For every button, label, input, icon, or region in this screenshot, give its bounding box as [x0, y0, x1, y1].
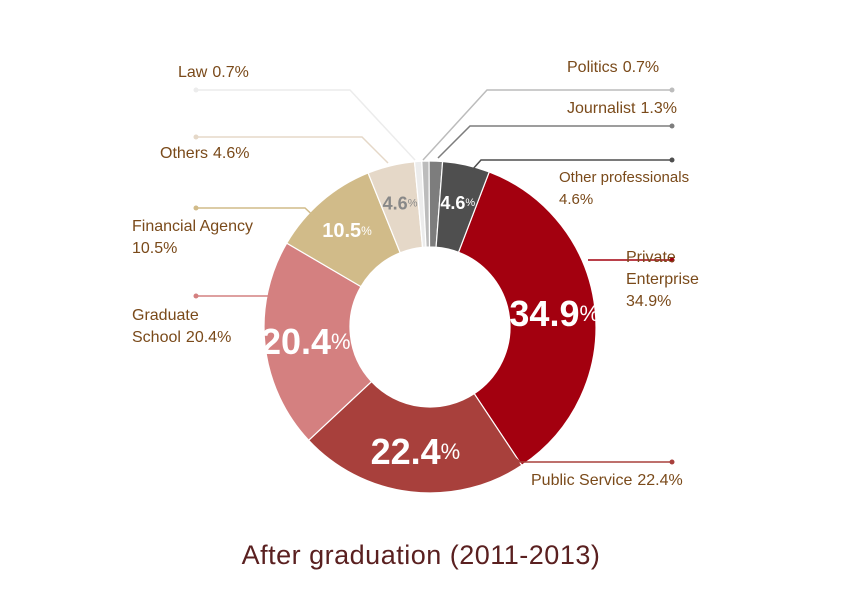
- leader-line-journalist: [437, 125, 672, 159]
- callout-value-private-enterprise: 34.9%: [626, 293, 672, 310]
- leader-line-others: [196, 136, 389, 164]
- callout-label-law: Law 0.7%: [178, 64, 249, 81]
- callout-label-other-professionals: Other professionals: [559, 169, 690, 186]
- callout-value-politics: 0.7%: [622, 59, 660, 76]
- callout-public-service: Public Service 22.4%: [531, 470, 683, 492]
- leader-line-financial-agency: [196, 207, 321, 223]
- callout-politics: Politics 0.7%: [567, 57, 659, 79]
- leader-dot-public-service: [669, 459, 675, 465]
- leader-line-other-professionals: [471, 159, 672, 171]
- callout-law: Law 0.7%: [178, 62, 249, 84]
- leader-dot-financial-agency: [193, 205, 199, 211]
- leader-dot-other-professionals: [669, 157, 675, 163]
- slice-public-service: [307, 380, 523, 494]
- leader-dot-law: [193, 87, 199, 93]
- callout-label-politics: Politics 0.7%: [567, 59, 660, 76]
- callout-label-public-service: Public Service 22.4%: [531, 472, 683, 489]
- leader-dot-graduate-school: [193, 293, 199, 299]
- callout-label-private-enterprise: Private: [626, 249, 676, 266]
- callout-financial-agency: Financial Agency 10.5%: [132, 216, 253, 260]
- callout-label-private-enterprise: Enterprise: [626, 271, 699, 288]
- slice-graduate-school: [263, 242, 373, 442]
- callout-private-enterprise: Private Enterprise 34.9%: [626, 247, 699, 313]
- callout-value-public-service: 22.4%: [637, 472, 683, 489]
- callout-graduate-school: Graduate School 20.4%: [132, 305, 231, 349]
- callout-value-journalist: 1.3%: [640, 100, 677, 117]
- callout-others: Others 4.6%: [160, 143, 249, 165]
- value-label-other-professionals: 4.6%: [440, 193, 475, 213]
- value-label-private-enterprise: 34.9%: [509, 293, 599, 334]
- callout-journalist: Journalist 1.3%: [567, 98, 677, 120]
- value-label-financial-agency: 10.5%: [322, 220, 372, 242]
- callout-label-financial-agency: Financial Agency: [132, 218, 253, 235]
- leader-dot-journalist: [669, 123, 675, 129]
- leader-dot-politics: [669, 87, 675, 93]
- callout-value-law: 0.7%: [212, 64, 249, 81]
- chart-caption: After graduation (2011-2013): [241, 540, 601, 570]
- callout-value-other-professionals: 4.6%: [559, 191, 594, 208]
- callout-label-others: Others 4.6%: [160, 145, 250, 162]
- callout-value-graduate-school: 20.4%: [185, 329, 232, 346]
- callout-value-others: 4.6%: [213, 145, 250, 162]
- leader-line-politics: [422, 89, 672, 161]
- slice-other-professionals: [435, 160, 490, 254]
- callout-label-graduate-school: Graduate: [132, 307, 199, 324]
- value-label-others: 4.6%: [383, 194, 418, 214]
- leader-line-public-service: [495, 441, 672, 463]
- slice-private-enterprise: [457, 171, 597, 467]
- callout-label-graduate-school: School 20.4%: [132, 329, 232, 346]
- value-label-public-service: 22.4%: [371, 431, 461, 472]
- callout-value-financial-agency: 10.5%: [132, 240, 178, 257]
- leader-line-law: [196, 89, 416, 161]
- value-label-graduate-school: 20.4%: [261, 320, 351, 361]
- callout-other-professionals: Other professionals 4.6%: [559, 167, 689, 211]
- callout-label-journalist: Journalist 1.3%: [567, 100, 677, 117]
- leader-dot-private-enterprise: [669, 257, 675, 263]
- leader-dot-others: [193, 134, 199, 140]
